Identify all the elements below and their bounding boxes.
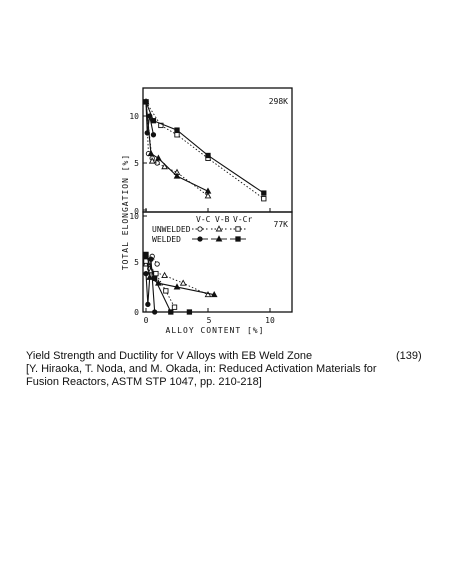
legend-marker-unwelded-2 (235, 226, 241, 232)
legend-header-vcr: V-Cr (233, 215, 252, 224)
lower-y-tick-label-10: 10 (129, 212, 139, 221)
legend-header-vb: V-B (215, 215, 230, 224)
upper-series-v-cr-welded-point-4 (261, 190, 267, 196)
caption-line-3: Fusion Reactors, ASTM STP 1047, pp. 210-… (26, 376, 262, 388)
legend-samples (192, 225, 246, 242)
x-axis-label: ALLOY CONTENT [%] (166, 326, 265, 335)
lower-series-v-b-welded-point-3 (173, 283, 181, 290)
upper-series-v-b-welded-point-1 (147, 149, 155, 157)
lower-panel-plot (142, 215, 271, 315)
lower-series-v-b-welded-point-1 (146, 273, 154, 280)
legend-label-welded: WELDED (152, 235, 181, 244)
figure-caption: Yield Strength and Ductility for V Alloy… (26, 350, 446, 389)
x-tick-label-10: 10 (265, 316, 275, 325)
lower-series-v-cr-unwelded-point-2 (163, 288, 169, 294)
lower-series-v-c-welded-point-2 (148, 256, 154, 262)
upper-series-v-cr-unwelded-point-4 (261, 196, 267, 202)
upper-series-v-b-welded-point-3 (173, 172, 181, 179)
x-tick-label-0: 0 (144, 316, 149, 325)
lower-series-v-cr-welded-point-2 (168, 309, 174, 315)
lower-series-v-c-unwelded-point-3 (154, 261, 160, 267)
upper-y-tick-label-5: 5 (134, 159, 139, 168)
caption-line-1: Yield Strength and Ductility for V Alloy… (26, 350, 313, 362)
lower-series-v-b-unwelded-point-3 (179, 279, 187, 286)
lower-series-v-c-welded-line (145, 259, 156, 313)
upper-series-v-b-unwelded-point-4 (204, 192, 212, 199)
upper-panel-label: 298K (269, 97, 288, 106)
lower-series-v-c-welded-point-0 (143, 270, 149, 277)
lower-series-v-cr-welded-point-3 (186, 309, 193, 315)
upper-series-v-b-welded-point-4 (204, 187, 212, 194)
lower-y-tick-label-0: 0 (134, 308, 139, 317)
legend-header-vc: V-C (196, 215, 211, 224)
upper-series-v-cr-unwelded-point-2 (174, 132, 180, 138)
lower-y-tick-label-5: 5 (134, 258, 139, 267)
upper-panel-plot (142, 98, 271, 212)
upper-series-v-cr-unwelded-line (145, 101, 265, 200)
lower-series-v-b-unwelded-point-2 (161, 271, 168, 278)
x-tick-label-5: 5 (207, 316, 212, 325)
lower-series-v-cr-welded-point-0 (143, 251, 149, 258)
legend-marker-unwelded-1 (215, 225, 223, 232)
lower-series-v-c-welded-point-1 (145, 301, 151, 307)
upper-series-v-c-welded-point-3 (150, 132, 157, 138)
figure-number: (139) (396, 350, 422, 362)
caption-line-2: [Y. Hiraoka, T. Noda, and M. Okada, in: … (26, 363, 377, 375)
lower-series-v-cr-welded-line (145, 254, 190, 313)
lower-series-v-cr-unwelded-point-1 (153, 270, 159, 277)
upper-series-v-cr-welded-line (145, 101, 265, 194)
upper-series-v-cr-welded-point-3 (205, 152, 211, 159)
lower-series-v-b-welded-point-4 (210, 290, 218, 298)
legend-marker-welded-0 (197, 236, 203, 242)
upper-series-v-cr-welded-point-1 (150, 118, 157, 124)
lower-panel-frame (142, 211, 293, 313)
lower-series-v-c-welded-point-3 (152, 309, 158, 315)
upper-series-v-b-welded-point-2 (155, 154, 162, 161)
upper-series-v-cr-welded-point-2 (174, 127, 180, 133)
legend-marker-welded-2 (235, 236, 241, 242)
lower-series-v-cr-unwelded-point-3 (171, 304, 178, 310)
upper-series-v-b-unwelded-point-2 (161, 163, 168, 170)
lower-series-v-cr-welded-point-1 (152, 275, 158, 282)
upper-series-v-b-unwelded-point-1 (148, 157, 156, 164)
upper-y-tick-label-0: 0 (134, 207, 139, 216)
legend-marker-unwelded-0 (197, 226, 203, 232)
y-axis-label: TOTAL ELONGATION [%] (121, 154, 130, 270)
lower-panel-label: 77K (274, 220, 289, 229)
upper-series-v-cr-welded-point-0 (143, 99, 149, 105)
upper-panel-frame (142, 87, 293, 213)
upper-y-tick-label-10: 10 (129, 112, 139, 121)
legend-label-unwelded: UNWELDED (152, 225, 191, 234)
legend-marker-welded-1 (215, 235, 223, 242)
lower-series-v-b-unwelded-point-4 (204, 290, 212, 298)
upper-series-v-b-unwelded-line (145, 101, 209, 197)
